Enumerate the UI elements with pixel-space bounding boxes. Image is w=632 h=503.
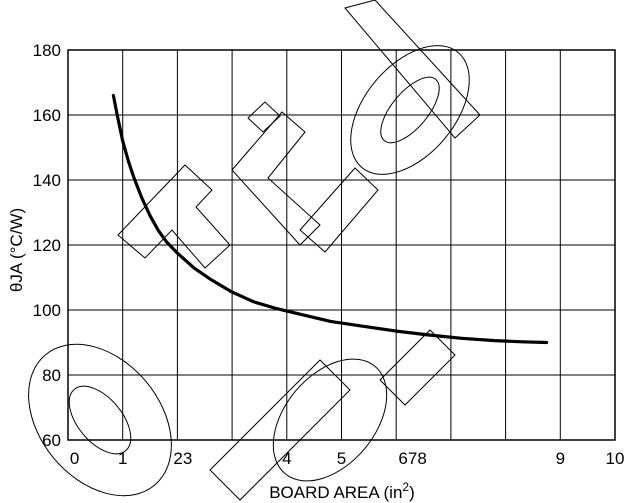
watermark-shape [379,329,456,406]
watermark-shape [350,45,470,175]
chart-grid [67,49,616,441]
y-tick-label: 80 [42,366,61,385]
watermark-shape [380,76,440,144]
watermark-shape [117,164,231,269]
watermark-shape [209,359,351,501]
watermark-shape [272,358,388,482]
y-tick-label: 120 [33,236,61,255]
watermark-shape [68,385,132,455]
x-axis-label-sup: 2 [402,480,409,494]
x-axis-label: BOARD AREA (in2) [269,480,415,502]
y-tick-label: 160 [33,106,61,125]
x-tick-label: 23 [173,449,192,468]
series-group [111,93,549,345]
x-axis-label-main: BOARD AREA (in [269,483,402,502]
x-tick-label: 10 [606,449,625,468]
x-tick-label: 678 [398,449,426,468]
watermark-shape [28,343,172,497]
y-tick-label: 140 [33,171,61,190]
x-tick-label: 1 [118,449,127,468]
x-axis-label-close: ) [409,483,415,502]
watermark [28,0,481,501]
series-line [111,93,549,345]
x-tick-label: 0 [70,449,79,468]
x-tick-label: 5 [337,449,346,468]
x-tick-label: 9 [556,449,565,468]
x-tick-label: 4 [282,449,291,468]
watermark-shape [299,167,379,253]
y-axis-label: θJA (°C/W) [7,208,26,292]
y-tick-label: 100 [33,301,61,320]
y-tick-label: 60 [42,431,61,450]
watermark-shape [344,0,481,139]
y-tick-label: 180 [33,41,61,60]
watermark-shape [231,111,321,246]
watermark-shape [247,101,281,133]
